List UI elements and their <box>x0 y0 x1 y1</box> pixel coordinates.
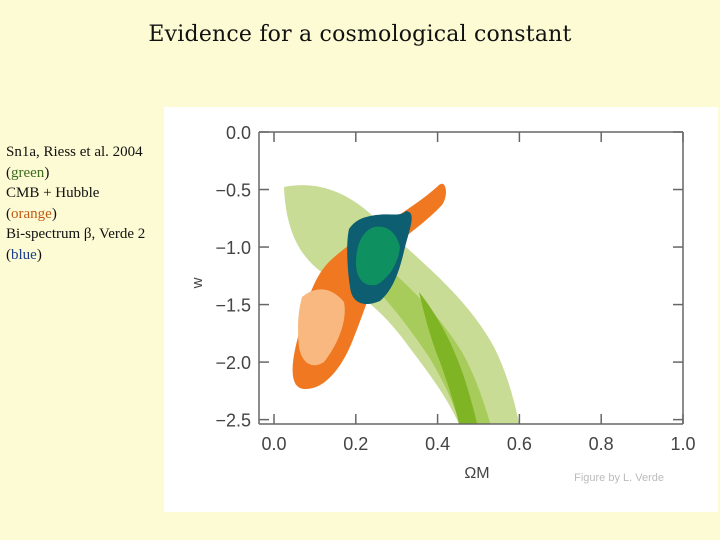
x-tick-label: 1.0 <box>670 434 695 454</box>
bispectrum-inner-contour <box>356 226 400 286</box>
caption-word-green: green <box>11 164 45 181</box>
contour-regions <box>284 183 520 424</box>
caption-line-cmb: CMB + Hubble <box>6 185 100 201</box>
caption-line-bispectrum: Bi-spectrum β, Verde 2 <box>6 226 146 242</box>
y-axis-label: w <box>189 277 206 289</box>
slide-title: Evidence for a cosmological constant <box>148 22 572 47</box>
plot-frame <box>258 131 684 425</box>
caption: Sn1a, Riess et al. 2004 (green) CMB + Hu… <box>6 142 178 265</box>
caption-word-blue: blue <box>11 246 37 263</box>
caption-word-orange: orange <box>11 205 52 222</box>
contour-figure: 0.0 −0.5 −1.0 −1.5 −2.0 −2.5 0.0 0.2 0.4 0.6 0.8 1… <box>164 107 718 512</box>
x-tick-label: 0.8 <box>589 434 614 454</box>
x-axis-label: ΩM <box>464 465 489 482</box>
x-tick-label: 0.0 <box>261 434 286 454</box>
caption-line-green: (green) <box>6 164 50 181</box>
y-tick-label: −0.5 <box>215 181 251 201</box>
caption-line-blue: (blue) <box>6 246 42 263</box>
x-tick-label: 0.2 <box>343 434 368 454</box>
sn1a-inner-contour <box>419 292 478 424</box>
cmb-inner-contour <box>298 289 345 366</box>
y-tick-label: −2.0 <box>215 353 251 373</box>
y-tick-label: −2.5 <box>215 411 251 431</box>
y-tick-label: −1.5 <box>215 296 251 316</box>
y-axis-ticks: 0.0 −0.5 −1.0 −1.5 −2.0 −2.5 <box>215 123 683 431</box>
contour-plot: 0.0 −0.5 −1.0 −1.5 −2.0 −2.5 0.0 0.2 0.4 0.6 0.8 1… <box>189 123 696 484</box>
caption-line-orange: (orange) <box>6 205 57 222</box>
caption-line-sn1a: Sn1a, Riess et al. 2004 <box>6 144 143 160</box>
x-axis-ticks: 0.0 0.2 0.4 0.6 0.8 1.0 <box>261 132 696 454</box>
x-tick-label: 0.4 <box>425 434 450 454</box>
x-tick-label: 0.6 <box>507 434 532 454</box>
figure-credit: Figure by L. Verde <box>574 472 664 484</box>
y-tick-label: 0.0 <box>226 123 251 143</box>
y-tick-label: −1.0 <box>215 238 251 258</box>
